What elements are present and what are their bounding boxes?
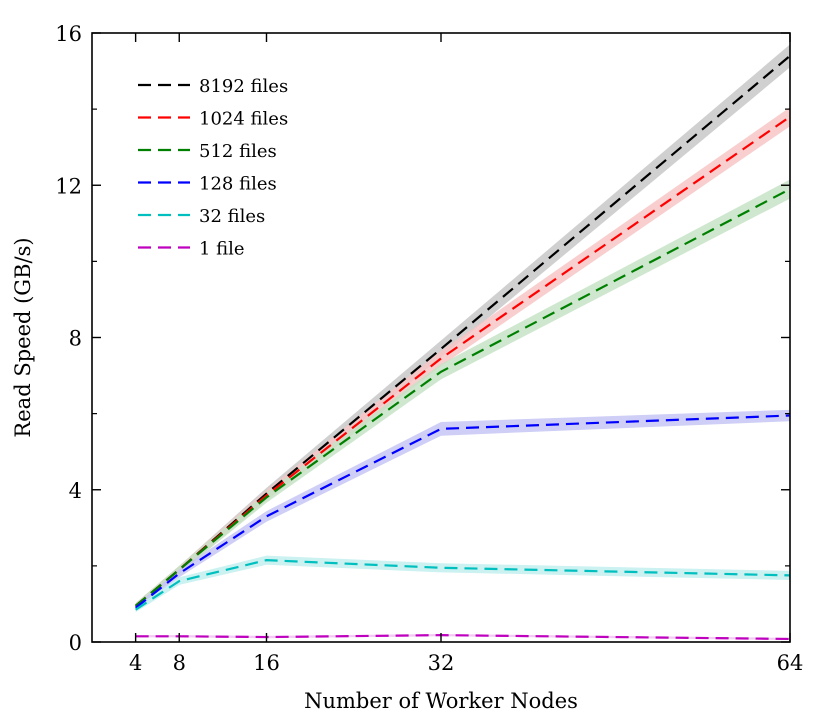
x-tick-label: 32: [428, 651, 455, 675]
axis-ticks: [92, 32, 791, 643]
legend-label-128-files: 128 files: [199, 174, 277, 195]
x-axis-label: Number of Worker Nodes: [304, 689, 578, 713]
legend-label-1-file: 1 file: [199, 239, 245, 260]
y-axis-label: Read Speed (GB/s): [11, 237, 35, 437]
y-tick-label: 16: [55, 22, 82, 46]
x-tick-label: 64: [777, 651, 804, 675]
x-tick-label: 8: [173, 651, 186, 675]
legend-label-1024-files: 1024 files: [199, 109, 288, 130]
band-128-files: [135, 409, 790, 611]
x-tick-label: 16: [253, 651, 280, 675]
series-line-1024-files: [134, 115, 791, 607]
band-32-files: [135, 555, 790, 613]
tick-labels: 4 8 16 32 64 0 4 8 12 16: [55, 22, 803, 675]
y-tick-label: 4: [69, 479, 82, 503]
y-tick-label: 12: [55, 174, 82, 198]
legend-label-8192-files: 8192 files: [199, 76, 288, 97]
legend: 8192 files 1024 files 512 files 128 files 32…: [138, 76, 288, 260]
series-line-32-files: [135, 559, 791, 611]
series-line-512-files: [134, 188, 791, 607]
y-tick-label: 0: [69, 631, 82, 655]
series-lines: [134, 54, 791, 641]
y-tick-label: 8: [69, 327, 82, 351]
legend-label-32-files: 32 files: [199, 206, 265, 227]
legend-label-512-files: 512 files: [199, 141, 277, 162]
band-1024-files: [135, 107, 790, 609]
series-line-128-files: [134, 414, 791, 609]
series-line-8192-files: [134, 54, 791, 607]
x-tick-label: 4: [129, 651, 142, 675]
